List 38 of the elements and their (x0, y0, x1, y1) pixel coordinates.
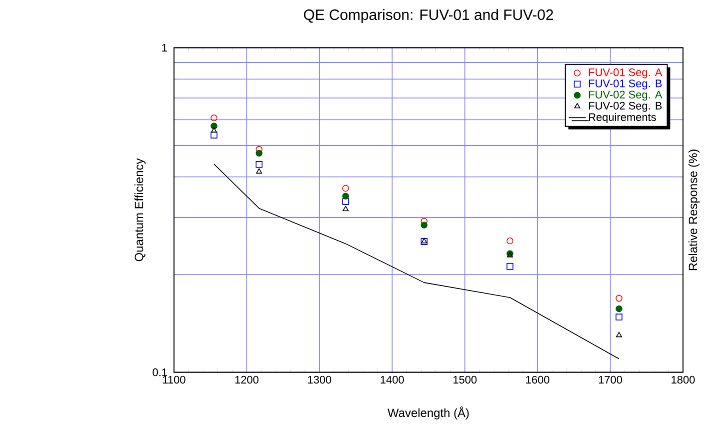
x-tick-label: 1600 (526, 376, 550, 384)
legend-label: FUV-02 Seg. A (589, 90, 662, 101)
x-tick-label: 1700 (598, 376, 622, 384)
point (210, 132, 218, 138)
point (342, 192, 349, 200)
legend-label: FUV-01 Seg. A (589, 68, 662, 78)
x-tick-label: 1800 (672, 376, 695, 384)
x-tick-label: 1300 (308, 376, 332, 384)
point (210, 114, 218, 122)
x-tick-label: 1400 (380, 376, 404, 384)
point (420, 222, 428, 229)
point (616, 332, 622, 338)
point (616, 305, 622, 312)
point (342, 184, 349, 192)
y2-axis-title: Relative Response (%) (688, 150, 700, 270)
point (616, 314, 622, 320)
legend-label: Requirements (589, 112, 656, 124)
x-tick-label: 1100 (163, 376, 186, 384)
legend-label: FUV-02 Seg. B (589, 102, 662, 112)
point (616, 294, 622, 302)
chart-title: QE Comparison: FUV-01 and FUV-02 (304, 9, 554, 23)
point (506, 238, 514, 244)
point (211, 127, 217, 133)
point (342, 198, 349, 205)
x-tick-label: 1200 (235, 376, 258, 384)
point (342, 206, 349, 212)
point (210, 122, 218, 130)
x-tick-label: 1500 (454, 376, 477, 384)
point (256, 168, 262, 174)
y-tick-label: 0.1 (152, 368, 167, 376)
point (256, 161, 262, 168)
point (256, 150, 262, 157)
legend-label: FUV-01 Seg. B (589, 80, 662, 90)
y-tick-label: 1 (162, 44, 167, 52)
point (506, 262, 514, 270)
line-series (214, 164, 620, 360)
y-axis-title: Quantum Efficiency (134, 158, 146, 262)
x-axis-title: Wavelength (Å) (388, 406, 469, 420)
